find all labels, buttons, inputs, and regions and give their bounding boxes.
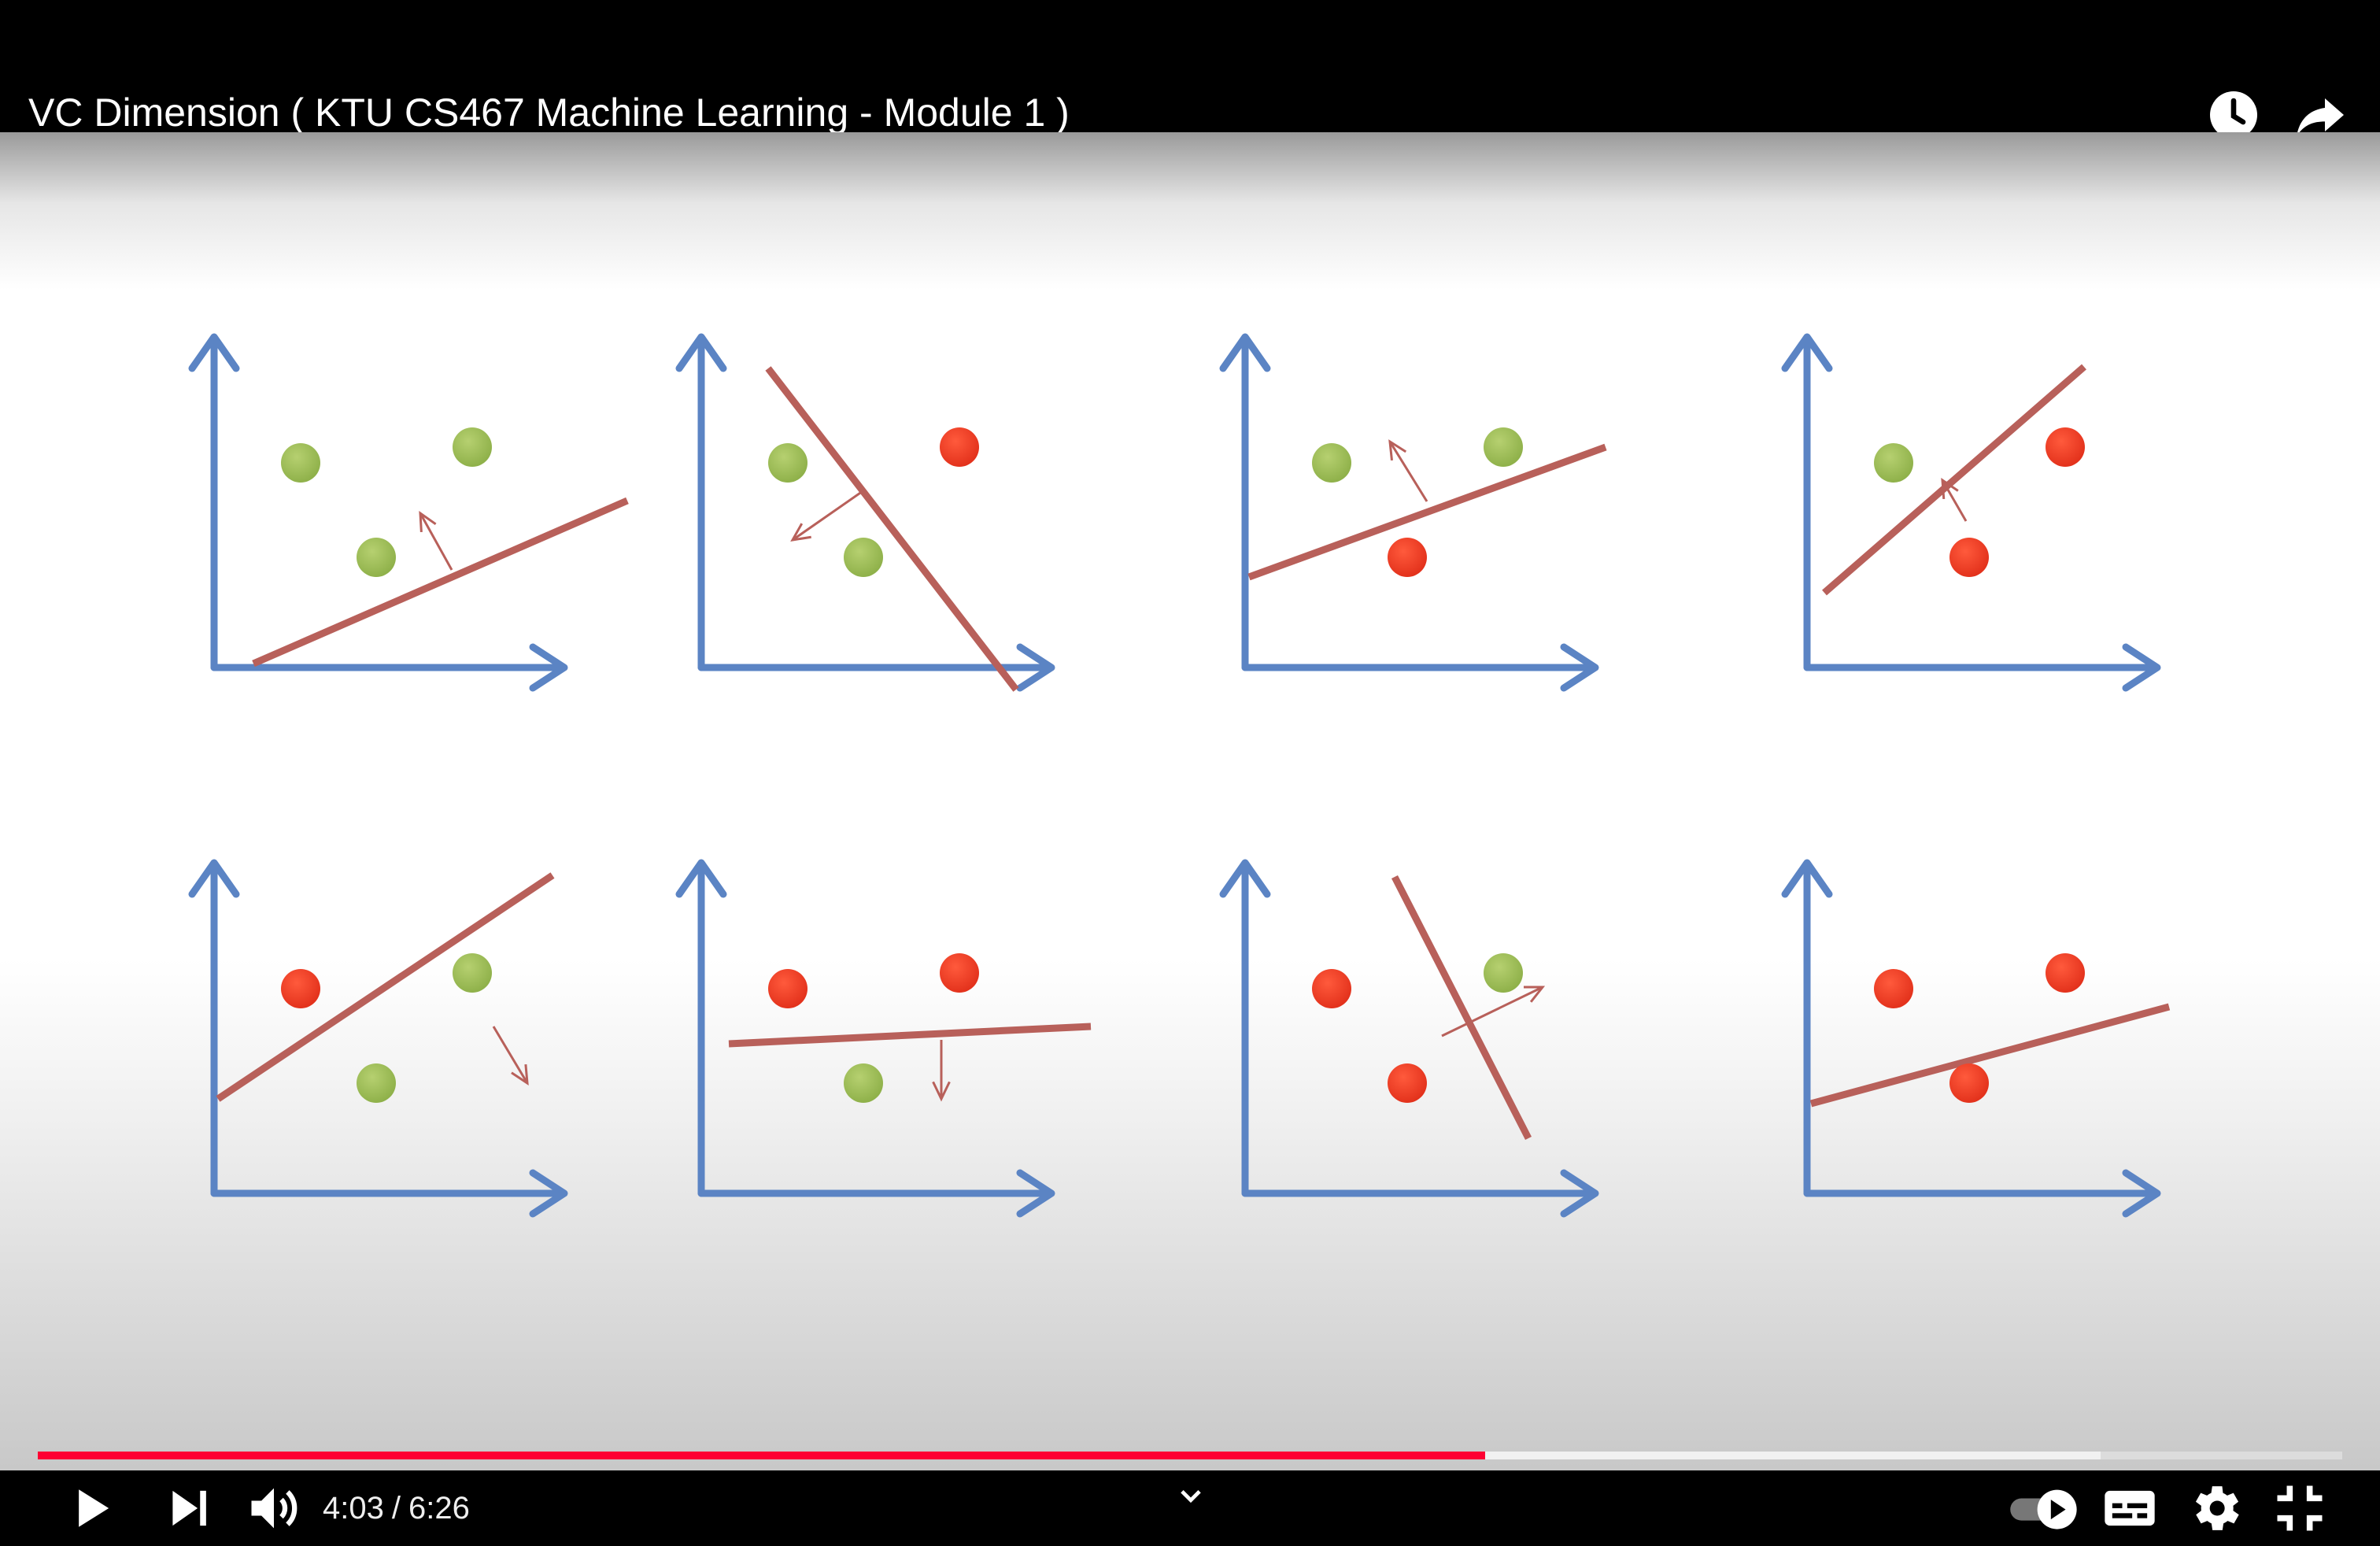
panel-8-point-2-negative xyxy=(2046,953,2085,993)
panel-7-normal-arrowhead xyxy=(1523,986,1546,1003)
panel-3-point-2-positive xyxy=(1484,427,1523,467)
watch-later-icon[interactable] xyxy=(2205,87,2262,143)
panel-7-separating-line xyxy=(1391,875,1532,1141)
panel-1-y-axis-arrowhead xyxy=(188,333,240,372)
panel-1-separating-line xyxy=(252,497,629,668)
panel-6-point-2-negative xyxy=(940,953,979,993)
play-icon[interactable] xyxy=(61,1478,121,1538)
panel-1-normal-arrowhead xyxy=(419,510,437,533)
panel-8-x-axis-arrowhead xyxy=(2122,1169,2161,1218)
settings-gear-icon[interactable] xyxy=(2185,1478,2245,1538)
time-separator: / xyxy=(391,1491,401,1526)
panel-6-normal-arrowhead xyxy=(932,1081,951,1102)
panel-3-separating-line xyxy=(1247,443,1607,581)
panel-3-normal-arrow xyxy=(1388,441,1428,502)
panel-3-y-axis-arrowhead xyxy=(1219,333,1271,372)
subtitles-icon[interactable] xyxy=(2100,1478,2160,1538)
duration: 6:26 xyxy=(408,1491,470,1526)
panel-4-point-3-negative xyxy=(1949,538,1989,577)
panel-5-normal-arrow xyxy=(492,1026,529,1084)
exit-fullscreen-icon[interactable] xyxy=(2270,1478,2330,1538)
player-top-bar: VC Dimension ( KTU CS467 Machine Learnin… xyxy=(0,0,2380,139)
panel-7-y-axis-arrowhead xyxy=(1219,859,1271,898)
panel-5-y-axis-arrowhead xyxy=(188,859,240,898)
panel-6-point-3-positive xyxy=(844,1063,883,1103)
panel-3-point-3-negative xyxy=(1388,538,1427,577)
panel-7-normal-arrow xyxy=(1441,986,1543,1037)
panel-3-point-1-positive xyxy=(1312,443,1351,483)
panel-4-normal-arrowhead xyxy=(1941,478,1959,500)
player-controls xyxy=(0,1470,2380,1546)
slide-figure xyxy=(188,333,2171,1218)
volume-icon[interactable] xyxy=(244,1478,304,1538)
progress-played xyxy=(38,1452,1485,1459)
panel-5-point-2-positive xyxy=(453,953,492,993)
panel-4-normal-arrow xyxy=(1941,479,1968,522)
panel-5-x-axis-arrowhead xyxy=(529,1169,568,1218)
panel-8-point-1-negative xyxy=(1874,969,1913,1008)
panel-2-point-3-positive xyxy=(844,538,883,577)
panel-1-x-axis-arrowhead xyxy=(529,643,568,692)
panel-7-point-1-negative xyxy=(1312,969,1351,1008)
panel-1-point-3-positive xyxy=(357,538,396,577)
next-icon[interactable] xyxy=(159,1478,219,1538)
panel-5-separating-line xyxy=(216,872,555,1102)
panel-2-x-axis-arrowhead xyxy=(1016,643,1055,692)
panel-4-point-2-negative xyxy=(2046,427,2085,467)
panel-8-point-3-negative xyxy=(1949,1063,1989,1103)
panel-5-normal-arrowhead xyxy=(511,1063,529,1086)
panel-2-normal-arrowhead xyxy=(790,523,811,542)
panel-2-point-1-positive xyxy=(768,443,808,483)
chevron-down-icon[interactable] xyxy=(1176,1483,1206,1510)
panel-6-y-axis-arrowhead xyxy=(675,859,727,898)
panel-2-point-2-negative xyxy=(940,427,979,467)
panel-4-y-axis-arrowhead xyxy=(1781,333,1833,372)
panel-8-y-axis-arrowhead xyxy=(1781,859,1833,898)
panel-3-normal-arrowhead xyxy=(1388,439,1407,461)
panel-1-point-1-positive xyxy=(281,443,320,483)
panel-5-point-3-positive xyxy=(357,1063,396,1103)
panel-1-point-2-positive xyxy=(453,427,492,467)
panel-3-x-axis-arrowhead xyxy=(1560,643,1599,692)
share-icon[interactable] xyxy=(2292,87,2349,143)
panel-8-separating-line xyxy=(1809,1003,2171,1108)
current-time: 4:03 xyxy=(323,1491,384,1526)
panel-1-normal-arrow xyxy=(419,512,453,571)
autoplay-toggle[interactable] xyxy=(2005,1478,2084,1538)
panel-2-normal-arrow xyxy=(792,488,866,542)
video-title[interactable]: VC Dimension ( KTU CS467 Machine Learnin… xyxy=(28,91,1070,135)
panel-7-point-2-positive xyxy=(1484,953,1523,993)
panel-4-separating-line xyxy=(1822,364,2086,596)
panel-4-point-1-positive xyxy=(1874,443,1913,483)
video-frame[interactable] xyxy=(0,132,2380,1470)
panel-2-y-axis-arrowhead xyxy=(675,333,727,372)
panel-6-point-1-negative xyxy=(768,969,808,1008)
panel-6-separating-line xyxy=(728,1023,1092,1048)
panel-7-x-axis-arrowhead xyxy=(1560,1169,1599,1218)
panel-6-x-axis-arrowhead xyxy=(1016,1169,1055,1218)
time-display: 4:03/6:26 xyxy=(323,1485,470,1532)
panel-7-point-3-negative xyxy=(1388,1063,1427,1103)
panel-2-separating-line xyxy=(765,366,1019,692)
panel-4-x-axis-arrowhead xyxy=(2122,643,2161,692)
panel-5-point-1-negative xyxy=(281,969,320,1008)
